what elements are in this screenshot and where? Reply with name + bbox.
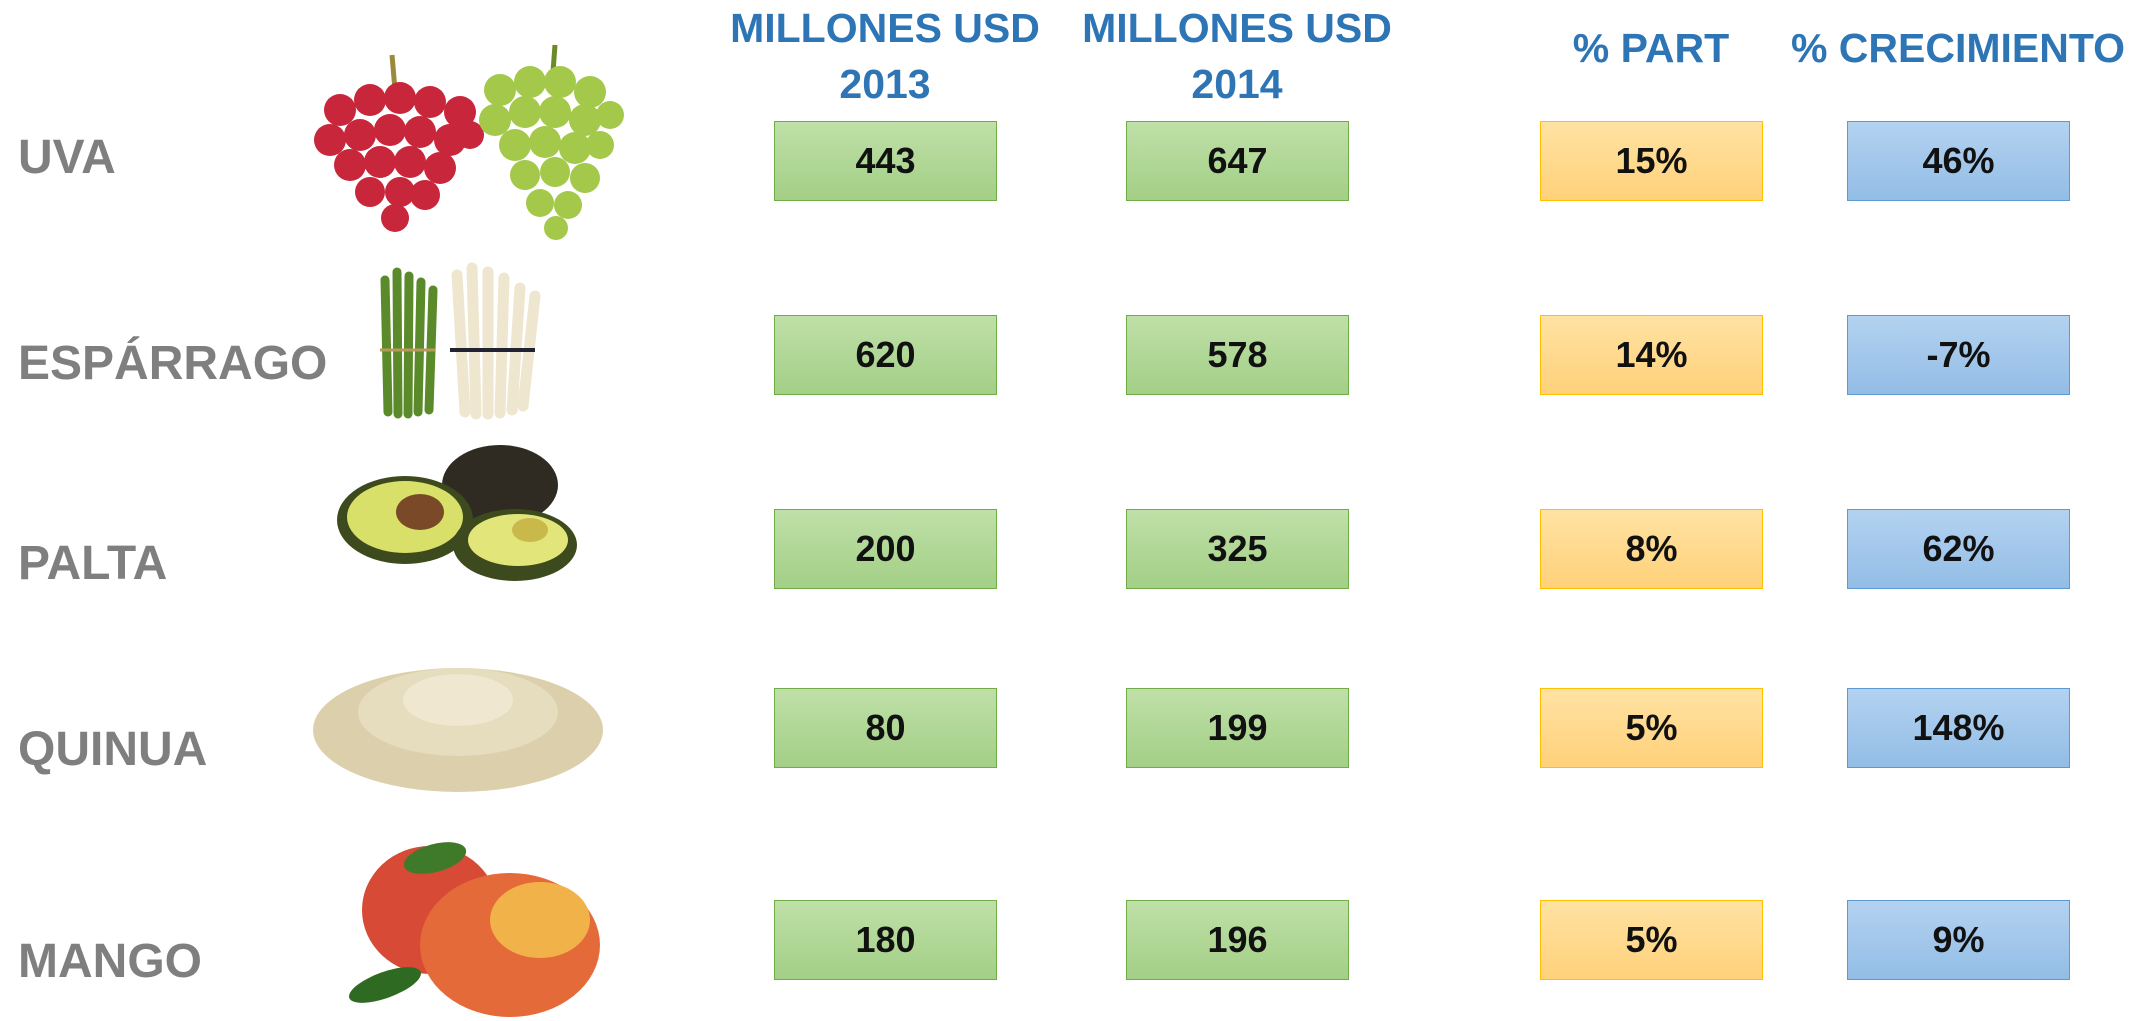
value-cell: 14% [1540, 315, 1763, 395]
value-cell: 5% [1540, 688, 1763, 768]
value-cell: 5% [1540, 900, 1763, 980]
row-label: UVA [18, 130, 116, 186]
value-cell: 148% [1847, 688, 2070, 768]
illustrations [0, 0, 2151, 1021]
header-line: MILLONES USD [1057, 0, 1417, 56]
value-cell: 46% [1847, 121, 2070, 201]
mango-image [345, 836, 600, 1017]
value-cell: 8% [1540, 509, 1763, 589]
value-cell: 199 [1126, 688, 1349, 768]
asparagus-image [380, 268, 535, 414]
value-cell: 62% [1847, 509, 2070, 589]
column-header: % PART [1471, 20, 1831, 76]
page: MILLONES USD2013MILLONES USD2014 % PART% … [0, 0, 2151, 1021]
quinoa-image [313, 668, 603, 792]
header-line: 2013 [705, 56, 1065, 112]
header-line: % PART [1471, 20, 1831, 76]
avocado-image [337, 445, 577, 581]
value-cell: 180 [774, 900, 997, 980]
value-cell: 196 [1126, 900, 1349, 980]
value-cell: 200 [774, 509, 997, 589]
value-cell: -7% [1847, 315, 2070, 395]
header-line: MILLONES USD [705, 0, 1065, 56]
row-label: PALTA [18, 536, 167, 592]
value-cell: 80 [774, 688, 997, 768]
grapes-image [314, 45, 624, 240]
value-cell: 325 [1126, 509, 1349, 589]
header-line: % CRECIMIENTO [1778, 20, 2138, 76]
value-cell: 443 [774, 121, 997, 201]
row-label: QUINUA [18, 722, 207, 778]
value-cell: 620 [774, 315, 997, 395]
value-cell: 647 [1126, 121, 1349, 201]
value-cell: 578 [1126, 315, 1349, 395]
row-label: ESPÁRRAGO [18, 336, 327, 392]
value-cell: 15% [1540, 121, 1763, 201]
row-label: MANGO [18, 934, 202, 990]
header-line: 2014 [1057, 56, 1417, 112]
column-header: % CRECIMIENTO [1778, 20, 2138, 76]
value-cell: 9% [1847, 900, 2070, 980]
